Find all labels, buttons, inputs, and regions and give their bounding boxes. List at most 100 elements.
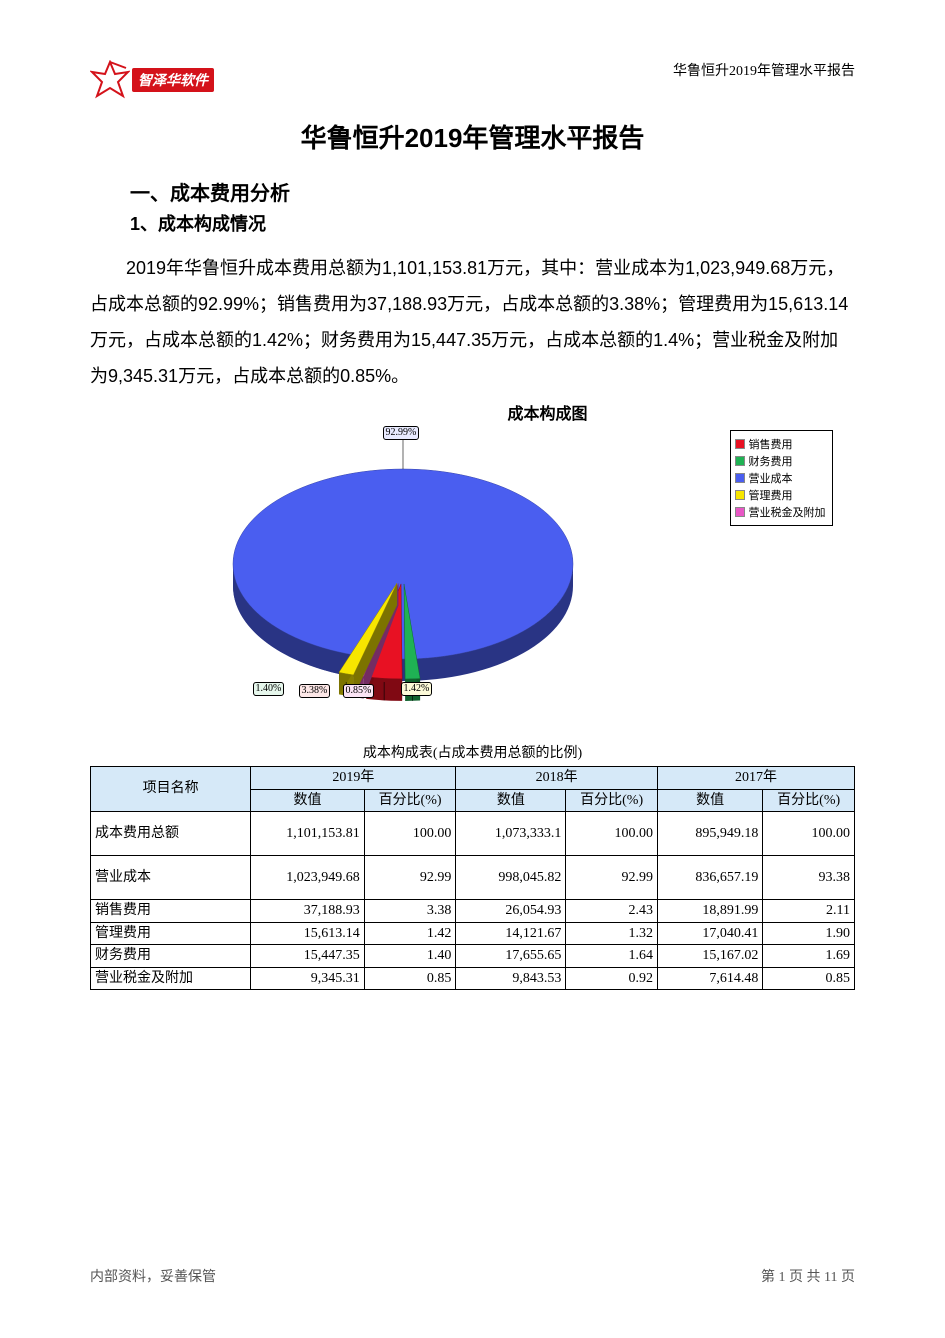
row-value: 895,949.18	[657, 812, 762, 856]
legend-swatch	[735, 473, 745, 483]
table-subheader: 百分比(%)	[763, 789, 855, 812]
paragraph-cost: 2019年华鲁恒升成本费用总额为1,101,153.81万元，其中：营业成本为1…	[90, 250, 855, 394]
callout-bl2: 3.38%	[299, 684, 331, 698]
page: 智泽华软件 华鲁恒升2019年管理水平报告 华鲁恒升2019年管理水平报告 一、…	[0, 0, 945, 1338]
subsection-heading-1-1: 1、成本构成情况	[130, 210, 855, 236]
row-value: 1.40	[364, 945, 456, 968]
table-subheader: 数值	[657, 789, 762, 812]
logo: 智泽华软件	[90, 60, 214, 100]
row-value: 1.42	[364, 922, 456, 945]
row-value: 7,614.48	[657, 967, 762, 990]
legend-swatch	[735, 507, 745, 517]
row-value: 2.43	[566, 900, 658, 923]
row-value: 15,447.35	[251, 945, 364, 968]
footer-page-current: 1	[779, 1270, 786, 1285]
table-row: 营业成本1,023,949.6892.99998,045.8292.99836,…	[91, 856, 855, 900]
footer-right-prefix: 第	[761, 1270, 779, 1285]
table-row: 管理费用15,613.141.4214,121.671.3217,040.411…	[91, 922, 855, 945]
legend-label: 营业税金及附加	[749, 504, 826, 520]
row-name: 营业税金及附加	[91, 967, 251, 990]
callout-br: 1.42%	[401, 682, 433, 696]
pie-svg	[153, 424, 653, 714]
row-value: 1,023,949.68	[251, 856, 364, 900]
table-header: 2017年	[657, 767, 854, 790]
row-name: 成本费用总额	[91, 812, 251, 856]
row-value: 1.90	[763, 922, 855, 945]
row-value: 17,040.41	[657, 922, 762, 945]
table-row: 成本费用总额1,101,153.81100.001,073,333.1100.0…	[91, 812, 855, 856]
row-value: 92.99	[566, 856, 658, 900]
row-value: 1,101,153.81	[251, 812, 364, 856]
row-value: 14,121.67	[456, 922, 566, 945]
callout-bl1: 1.40%	[253, 682, 285, 696]
row-value: 9,843.53	[456, 967, 566, 990]
row-value: 1.32	[566, 922, 658, 945]
row-value: 37,188.93	[251, 900, 364, 923]
row-value: 0.85	[364, 967, 456, 990]
footer-right-suffix: 页	[838, 1270, 856, 1285]
row-value: 100.00	[566, 812, 658, 856]
table-subheader: 数值	[456, 789, 566, 812]
footer-right: 第 1 页 共 11 页	[761, 1266, 855, 1286]
table-title: 成本构成表(占成本费用总额的比例)	[90, 742, 855, 762]
row-name: 管理费用	[91, 922, 251, 945]
row-value: 15,613.14	[251, 922, 364, 945]
row-value: 2.11	[763, 900, 855, 923]
pie-wrap: 销售费用财务费用营业成本管理费用营业税金及附加 92.99% 1.40% 3.3…	[153, 424, 793, 714]
star-icon	[90, 60, 130, 100]
row-name: 财务费用	[91, 945, 251, 968]
row-value: 0.85	[763, 967, 855, 990]
callout-top: 92.99%	[383, 426, 420, 440]
callout-bm: 0.85%	[343, 684, 375, 698]
section-heading-1: 一、成本费用分析	[130, 177, 855, 206]
legend-item: 财务费用	[735, 453, 826, 469]
row-value: 92.99	[364, 856, 456, 900]
row-value: 15,167.02	[657, 945, 762, 968]
row-name: 销售费用	[91, 900, 251, 923]
table-row: 销售费用37,188.933.3826,054.932.4318,891.992…	[91, 900, 855, 923]
logo-text: 智泽华软件	[132, 68, 214, 92]
row-name: 营业成本	[91, 856, 251, 900]
legend-label: 财务费用	[749, 453, 793, 469]
table-header: 项目名称	[91, 767, 251, 812]
legend-item: 管理费用	[735, 487, 826, 503]
page-header: 智泽华软件 华鲁恒升2019年管理水平报告	[90, 60, 855, 100]
row-value: 93.38	[763, 856, 855, 900]
legend-item: 销售费用	[735, 436, 826, 452]
document-title: 华鲁恒升2019年管理水平报告	[90, 118, 855, 155]
legend-item: 营业税金及附加	[735, 504, 826, 520]
row-value: 1.69	[763, 945, 855, 968]
legend-swatch	[735, 456, 745, 466]
row-value: 3.38	[364, 900, 456, 923]
page-footer: 内部资料，妥善保管 第 1 页 共 11 页	[90, 1266, 855, 1286]
legend-swatch	[735, 490, 745, 500]
row-value: 100.00	[364, 812, 456, 856]
table-subheader: 数值	[251, 789, 364, 812]
legend-item: 营业成本	[735, 470, 826, 486]
footer-right-mid: 页 共	[786, 1270, 825, 1285]
row-value: 17,655.65	[456, 945, 566, 968]
table-header: 2019年	[251, 767, 456, 790]
table-header: 2018年	[456, 767, 658, 790]
row-value: 1,073,333.1	[456, 812, 566, 856]
row-value: 100.00	[763, 812, 855, 856]
row-value: 998,045.82	[456, 856, 566, 900]
chart-title: 成本构成图	[303, 400, 793, 424]
table-subheader: 百分比(%)	[364, 789, 456, 812]
row-value: 9,345.31	[251, 967, 364, 990]
legend-label: 营业成本	[749, 470, 793, 486]
cost-pie-chart: 成本构成图 销售费用财务费用营业成本管理费用营业税金及附加 92.99% 1.4…	[153, 400, 793, 714]
row-value: 0.92	[566, 967, 658, 990]
legend-label: 销售费用	[749, 436, 793, 452]
legend-swatch	[735, 439, 745, 449]
row-value: 836,657.19	[657, 856, 762, 900]
row-value: 1.64	[566, 945, 658, 968]
legend-label: 管理费用	[749, 487, 793, 503]
row-value: 18,891.99	[657, 900, 762, 923]
table-row: 财务费用15,447.351.4017,655.651.6415,167.021…	[91, 945, 855, 968]
footer-page-total: 11	[824, 1270, 837, 1285]
row-value: 26,054.93	[456, 900, 566, 923]
header-right-text: 华鲁恒升2019年管理水平报告	[673, 60, 855, 80]
table-row: 营业税金及附加9,345.310.859,843.530.927,614.480…	[91, 967, 855, 990]
cost-table: 项目名称2019年2018年2017年数值百分比(%)数值百分比(%)数值百分比…	[90, 766, 855, 990]
